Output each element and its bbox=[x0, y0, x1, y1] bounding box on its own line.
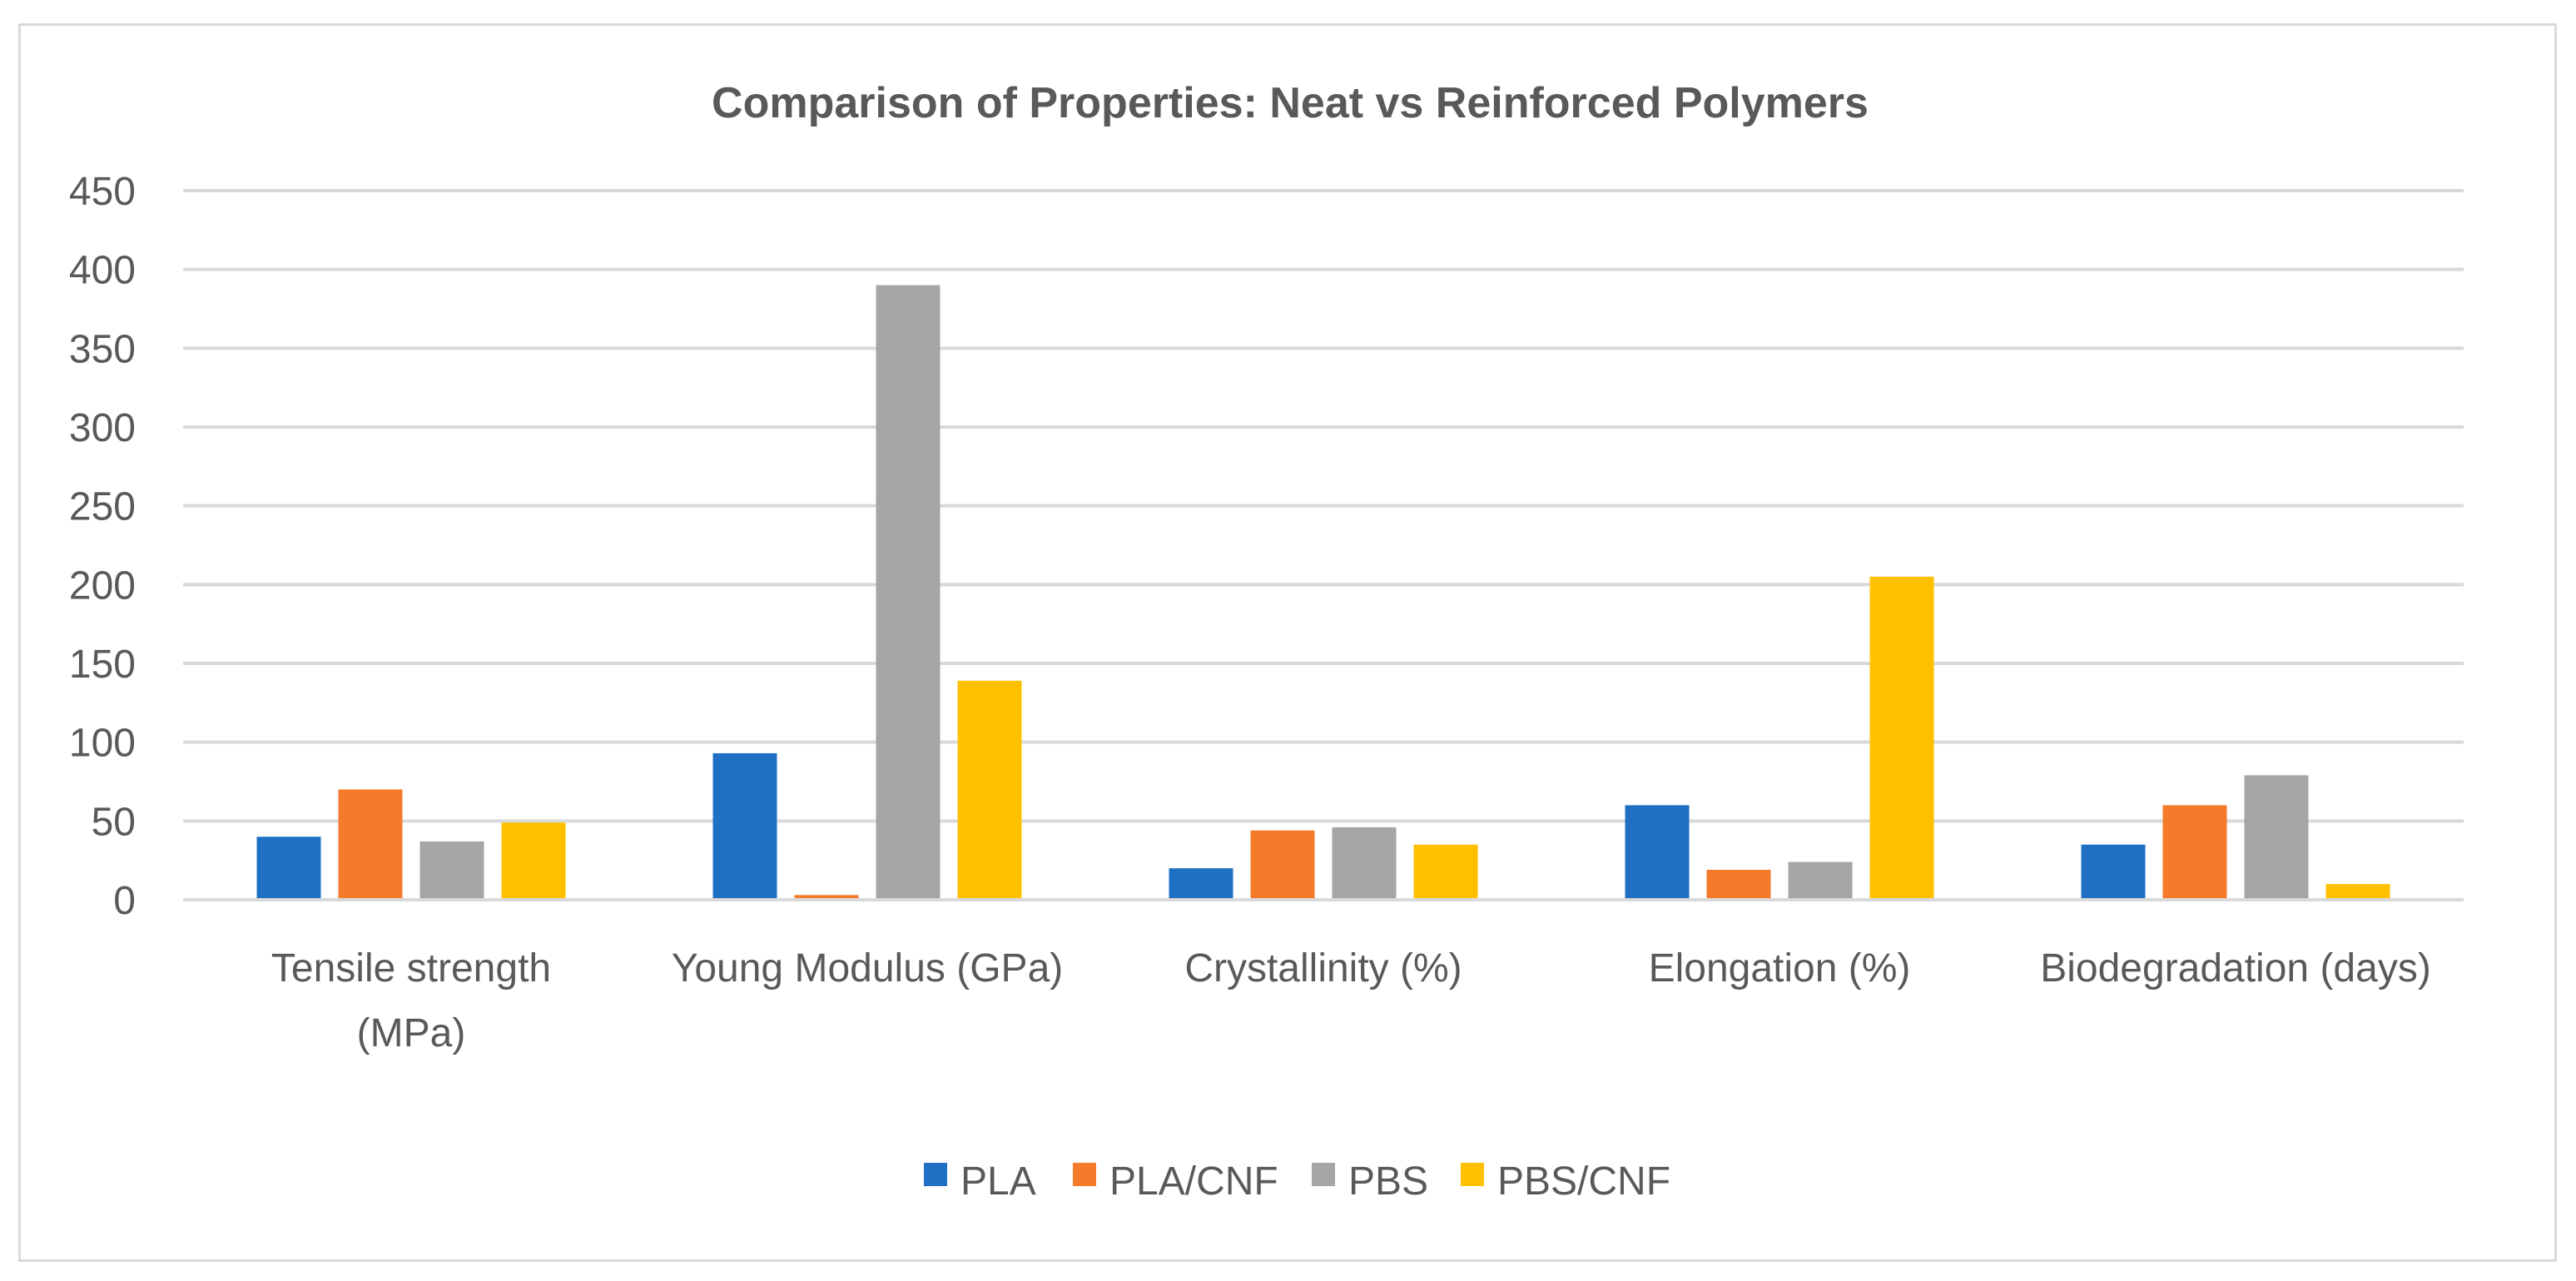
y-tick-label: 450 bbox=[69, 170, 136, 214]
bar-pbs-cnf-3 bbox=[1869, 576, 1934, 900]
legend-label: PBS/CNF bbox=[1497, 1159, 1670, 1204]
category-label: Biodegradation (days) bbox=[2040, 946, 2431, 991]
y-tick-label: 300 bbox=[69, 406, 136, 450]
bar-pla-4 bbox=[2081, 844, 2146, 900]
legend-label: PBS bbox=[1348, 1159, 1428, 1204]
category-label: (MPa) bbox=[357, 1011, 466, 1055]
y-tick-label: 350 bbox=[69, 327, 136, 371]
legend-swatch-pbs bbox=[1312, 1163, 1335, 1186]
bar-pla-2 bbox=[1169, 868, 1233, 900]
bar-pbs-cnf-0 bbox=[501, 822, 566, 900]
bar-pbs-2 bbox=[1332, 827, 1397, 900]
y-tick-label: 100 bbox=[69, 722, 136, 766]
category-label: Elongation (%) bbox=[1649, 946, 1911, 991]
legend-label: PLA bbox=[960, 1159, 1036, 1204]
bar-pla-1 bbox=[712, 752, 777, 900]
category-label: Crystallinity (%) bbox=[1184, 946, 1462, 991]
y-tick-label: 200 bbox=[69, 564, 136, 608]
bar-pla-cnf-0 bbox=[338, 789, 403, 900]
bar-pla-cnf-2 bbox=[1250, 830, 1315, 900]
y-tick-label: 0 bbox=[113, 879, 136, 923]
bar-pbs-0 bbox=[419, 841, 484, 900]
gridlines bbox=[183, 189, 2464, 823]
y-axis-ticks: 0 50 100 150 200 250 300 350 400 450 bbox=[69, 170, 136, 923]
y-tick-label: 50 bbox=[92, 800, 136, 844]
legend: PLA PLA/CNF PBS PBS/CNF bbox=[924, 1159, 1670, 1204]
bar-pla-cnf-4 bbox=[2162, 805, 2227, 900]
legend-swatch-pbs-cnf bbox=[1461, 1163, 1484, 1186]
category-label: Tensile strength bbox=[271, 946, 551, 991]
bar-pla-0 bbox=[256, 837, 321, 900]
y-tick-label: 400 bbox=[69, 249, 136, 293]
legend-label: PLA/CNF bbox=[1109, 1159, 1278, 1204]
category-label: Young Modulus (GPa) bbox=[672, 946, 1064, 991]
chart-title: Comparison of Properties: Neat vs Reinfo… bbox=[712, 79, 1869, 127]
bar-pla-cnf-3 bbox=[1706, 870, 1771, 900]
bar-pla-3 bbox=[1625, 805, 1690, 900]
category-labels: Tensile strength (MPa) Young Modulus (GPa)… bbox=[271, 946, 2431, 1055]
bar-pbs-3 bbox=[1788, 861, 1853, 900]
bar-pbs-1 bbox=[876, 285, 941, 901]
bar-pbs-cnf-1 bbox=[957, 680, 1022, 900]
bars bbox=[256, 285, 2390, 901]
y-tick-label: 250 bbox=[69, 485, 136, 529]
bar-pbs-cnf-2 bbox=[1413, 844, 1478, 900]
chart-svg: Comparison of Properties: Neat vs Reinfo… bbox=[69, 79, 2464, 1204]
bar-pbs-cnf-4 bbox=[2325, 884, 2390, 900]
y-tick-label: 150 bbox=[69, 643, 136, 687]
legend-swatch-pla bbox=[924, 1163, 947, 1186]
legend-swatch-pla-cnf bbox=[1073, 1163, 1096, 1186]
chart-frame: Comparison of Properties: Neat vs Reinfo… bbox=[18, 23, 2557, 1262]
bar-pla-cnf-1 bbox=[794, 895, 859, 900]
bar-pbs-4 bbox=[2244, 775, 2309, 900]
